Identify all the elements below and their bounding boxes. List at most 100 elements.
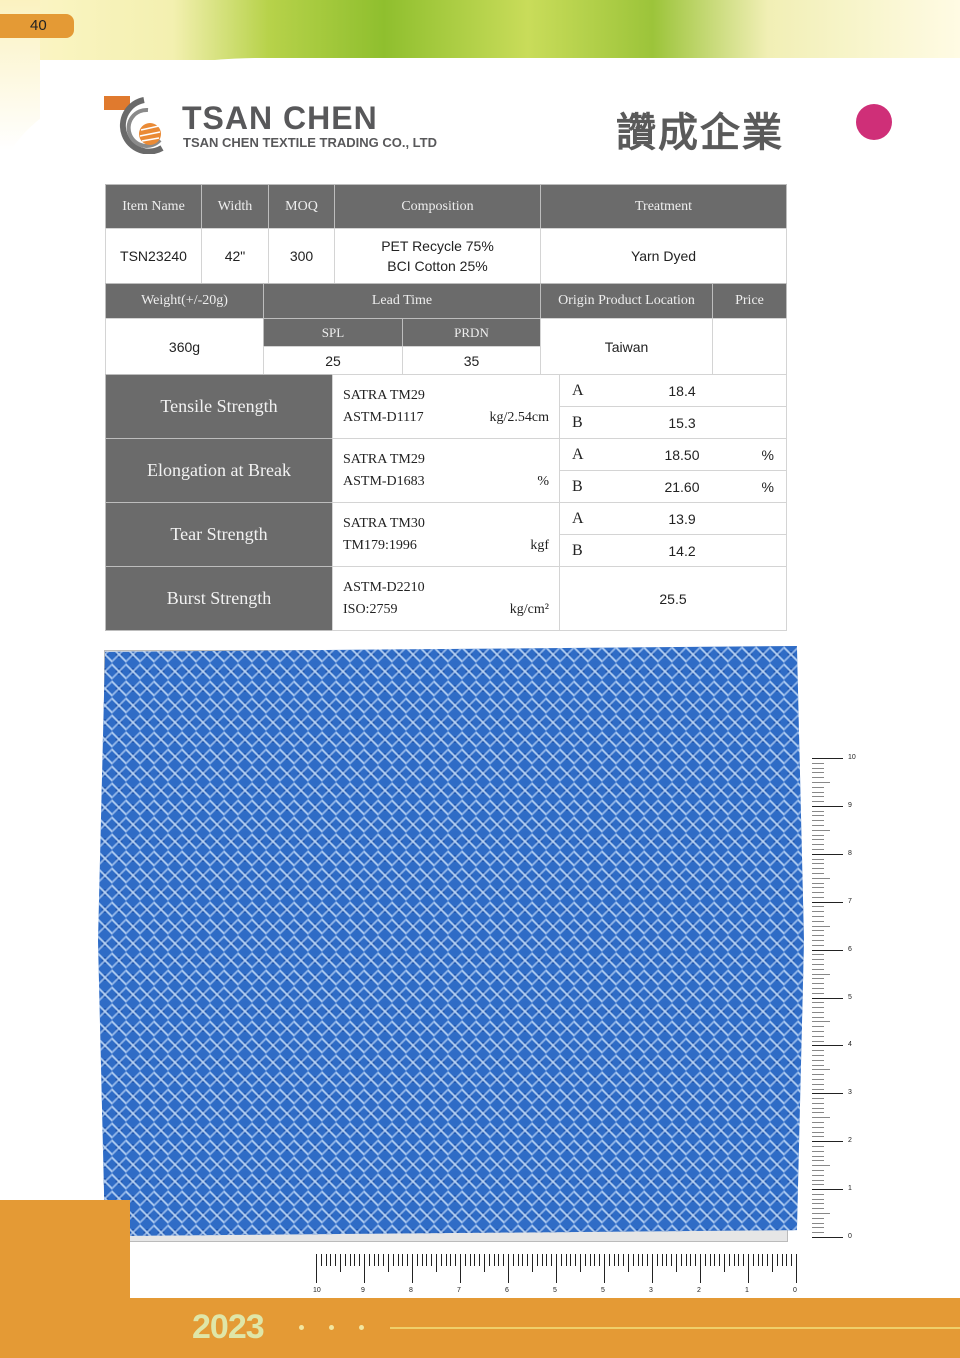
ruler-label: 6 [505,1287,509,1294]
ruler-tick [791,1254,793,1266]
direction-label: A [572,445,584,463]
ruler-tick [546,1254,548,1266]
ruler-tick [508,1254,509,1283]
test-result-row: A 18.50 % [559,438,787,471]
result-value: 15.3 [668,414,696,431]
ruler-label: 0 [848,1233,852,1240]
ruler-tick [656,1254,658,1266]
ruler-tick [580,1254,581,1272]
ruler-tick [812,1126,824,1128]
ruler-tick [812,1088,824,1090]
header-treatment: Treatment [540,184,787,229]
header-width: Width [201,184,269,229]
footer-line [390,1327,960,1329]
test-method: SATRA TM29 ASTM-D1117 kg/2.54cm [332,374,560,439]
ruler-tick [695,1254,697,1266]
ruler-tick [812,791,824,793]
direction-label: A [572,381,584,399]
price-value [712,318,787,375]
ruler-label: 5 [553,1287,557,1294]
test-result-row: B 15.3 [559,406,787,439]
ruler-tick [812,916,824,918]
ruler-tick [812,1078,824,1080]
composition-value: PET Recycle 75% BCI Cotton 25% [334,228,541,284]
ruler-label: 3 [649,1287,653,1294]
ruler-tick [512,1254,514,1266]
ruler-tick [812,1059,824,1061]
ruler-tick [556,1254,557,1283]
ruler-tick [812,1122,824,1124]
ruler-tick [527,1254,529,1266]
test-unit: % [537,473,549,489]
ruler-tick [700,1254,701,1283]
treatment-value: Yarn Dyed [540,228,787,284]
ruler-tick [812,940,824,942]
ruler-tick [316,1254,317,1283]
footer-dot [329,1325,334,1330]
ruler-tick [383,1254,385,1266]
ruler-tick [812,1002,824,1004]
brand-name: TSAN CHEN [182,100,378,136]
ruler-tick [812,1189,843,1191]
test-result-row: A 13.9 [559,502,787,535]
result-value: 18.50 [664,446,700,463]
ruler-tick [407,1254,409,1266]
ruler-tick [812,954,824,956]
header-item-name: Item Name [105,184,202,229]
ruler-tick [812,1069,830,1071]
ruler-tick [503,1254,505,1266]
ruler-tick [812,1083,824,1085]
ruler-tick [599,1254,601,1266]
ruler-tick [479,1254,481,1266]
ruler-tick [812,853,843,855]
ruler-tick [680,1254,682,1266]
ruler-tick [767,1254,769,1266]
test-method: SATRA TM29 ASTM-D1683% [332,438,560,503]
ruler-tick [812,810,824,812]
ruler-tick [812,944,824,946]
ruler-tick [812,1160,824,1162]
ruler-tick [812,1208,824,1210]
ruler-tick [812,1174,824,1176]
method-line: SATRA TM29 [343,451,425,467]
ruler-tick [812,1145,824,1147]
ruler-label: 8 [848,849,852,857]
result-value: 13.9 [668,510,696,527]
ruler-tick [416,1254,418,1266]
page-background [0,58,960,198]
ruler-tick [812,1232,824,1234]
brand-subtitle: TSAN CHEN TEXTILE TRADING CO., LTD [183,135,437,150]
ruler-tick [812,1054,824,1056]
ruler-tick [330,1254,332,1266]
ruler-tick [812,963,824,965]
ruler-tick [426,1254,428,1266]
method-line: SATRA TM30 [343,515,425,531]
test-result-row: B 21.60 % [559,470,787,503]
ruler-tick [498,1254,500,1266]
ruler-tick [812,1093,843,1095]
ruler-tick [812,896,824,898]
ruler-tick [812,781,830,783]
ruler-tick [724,1254,725,1272]
ruler-tick [812,949,843,951]
ruler-tick [812,1011,824,1013]
ruler-tick [335,1254,337,1266]
ruler-label: 6 [848,945,852,953]
test-name: Tear Strength [105,502,333,567]
method-line: ISO:2759 [343,601,398,617]
test-name: Tensile Strength [105,374,333,439]
ruler-tick [733,1254,735,1266]
ruler-tick [812,868,824,870]
ruler-label: 5 [848,993,852,1001]
ruler-tick [714,1254,716,1266]
ruler-tick [464,1254,466,1266]
ruler-tick [623,1254,625,1266]
test-unit: kg/cm² [509,601,549,617]
ruler-tick [812,1198,824,1200]
ruler-tick [757,1254,759,1266]
ruler-tick [570,1254,572,1266]
ruler-tick [589,1254,591,1266]
ruler-tick [812,858,824,860]
ruler-tick [812,1141,843,1143]
ruler-tick [812,1184,824,1186]
